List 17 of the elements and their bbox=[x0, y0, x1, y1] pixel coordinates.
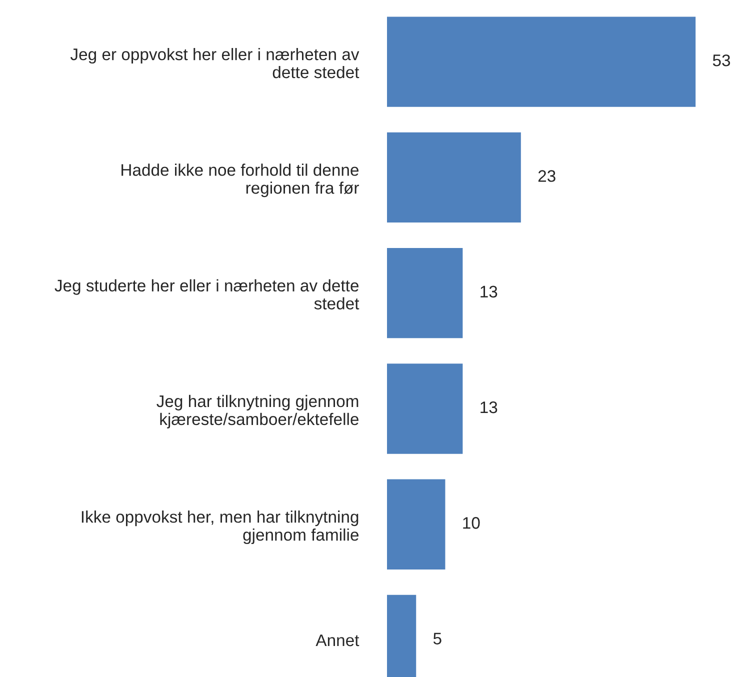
data-label: 13 bbox=[480, 286, 498, 298]
y-tick-label: Annet bbox=[316, 634, 360, 646]
y-tick-label: Jeg studerte her eller i nærheten av dette stedet bbox=[54, 279, 360, 310]
bar bbox=[387, 364, 463, 454]
data-label: 53 bbox=[712, 54, 730, 66]
bar bbox=[387, 16, 696, 107]
data-label: 13 bbox=[480, 401, 498, 414]
y-tick-label: Hadde ikke noe forhold til denne regionen fra før bbox=[122, 164, 359, 198]
bar bbox=[387, 132, 521, 223]
y-tick-label: Ikke oppvokst her, men har tilknytning gjennom familie bbox=[82, 510, 358, 544]
y-tick-label: Jeg er oppvokst her eller i nærheten av dette stedet bbox=[70, 48, 360, 78]
bar bbox=[387, 248, 463, 338]
y-tick-label: Jeg har tilknytning gjennom kjæreste/samboer/ektefelle bbox=[156, 394, 358, 428]
data-label: 10 bbox=[463, 517, 480, 529]
data-label: 23 bbox=[538, 170, 556, 182]
bar bbox=[387, 479, 446, 570]
data-label: 5 bbox=[433, 632, 442, 644]
